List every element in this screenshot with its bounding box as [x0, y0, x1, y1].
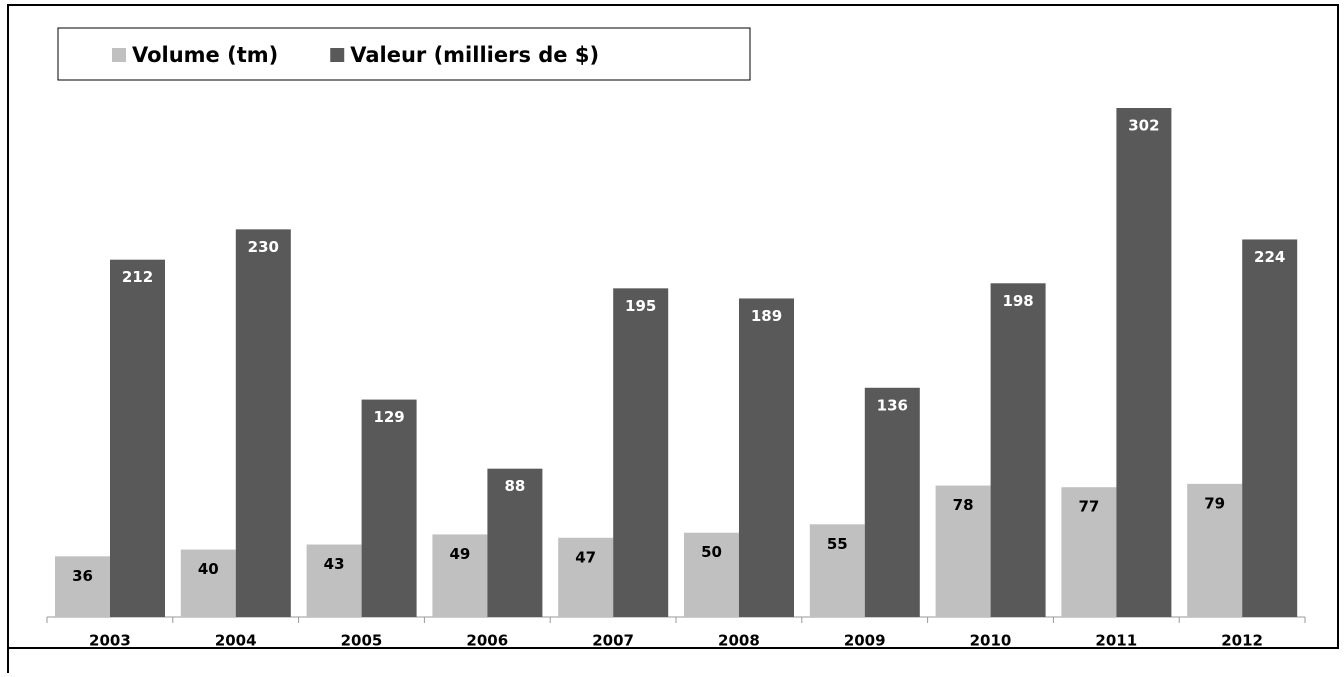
legend-label: Valeur (milliers de $)	[350, 43, 599, 67]
bar	[55, 556, 110, 617]
data-label: 212	[122, 268, 153, 286]
bar	[361, 399, 417, 617]
x-tick-label: 2012	[1221, 632, 1263, 650]
data-label: 43	[324, 555, 345, 573]
data-label: 55	[827, 535, 848, 553]
bar	[180, 549, 236, 617]
x-tick-label: 2004	[215, 632, 257, 650]
data-label: 36	[72, 567, 93, 585]
data-label: 136	[877, 396, 908, 414]
x-tick-label: 2005	[341, 632, 383, 650]
data-label: 78	[953, 496, 974, 514]
bar	[1061, 487, 1117, 617]
bar	[613, 288, 669, 617]
bar	[558, 537, 614, 617]
data-label: 230	[248, 238, 279, 256]
bar	[235, 229, 291, 617]
data-label: 49	[449, 545, 470, 563]
x-tick-label: 2006	[466, 632, 508, 650]
bar	[432, 534, 488, 617]
bar	[1242, 239, 1298, 618]
bar	[935, 485, 991, 617]
bar	[739, 298, 794, 617]
data-label: 88	[504, 477, 525, 495]
frame	[7, 4, 1339, 649]
x-tick-label: 2010	[970, 632, 1012, 650]
data-label: 224	[1254, 248, 1285, 266]
x-tick-label: 2003	[89, 632, 131, 650]
data-label: 77	[1078, 498, 1099, 516]
data-label: 189	[751, 307, 782, 325]
bar	[1116, 108, 1172, 617]
bar	[864, 387, 920, 617]
bar	[110, 259, 165, 617]
data-label: 50	[701, 543, 722, 561]
x-tick-label: 2008	[718, 632, 760, 650]
data-label: 79	[1204, 494, 1225, 512]
bar	[990, 283, 1046, 617]
data-label: 129	[373, 408, 404, 426]
bar	[306, 544, 362, 617]
data-label: 47	[575, 548, 596, 566]
x-tick-label: 2009	[844, 632, 886, 650]
legend-box	[57, 27, 751, 81]
data-label: 195	[625, 297, 656, 315]
x-tick-label: 2007	[592, 632, 634, 650]
legend-label: Volume (tm)	[132, 43, 278, 67]
data-label: 302	[1128, 117, 1159, 135]
bar	[487, 468, 543, 617]
legend-swatch	[112, 48, 126, 62]
x-tick-label: 2011	[1095, 632, 1137, 650]
bar	[684, 532, 739, 617]
data-label: 198	[1002, 292, 1033, 310]
data-label: 40	[198, 560, 219, 578]
bar	[1187, 483, 1243, 617]
legend-swatch	[330, 48, 345, 62]
bar	[809, 524, 865, 617]
